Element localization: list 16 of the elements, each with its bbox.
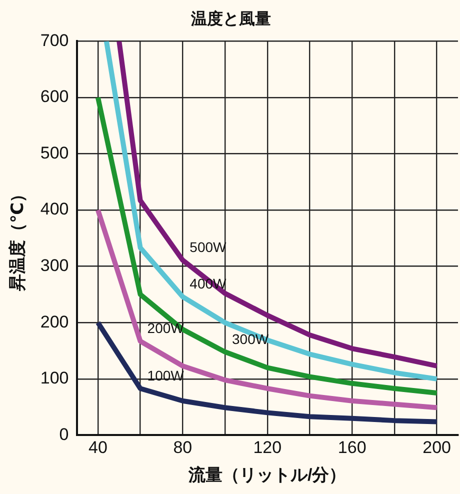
x-axis-title: 流量（リットル/分） (188, 465, 346, 484)
y-tick-label: 600 (40, 87, 69, 106)
y-tick-label: 500 (40, 143, 69, 162)
y-tick-label: 700 (40, 30, 69, 50)
x-tick-label: 120 (253, 438, 282, 458)
chart-title: 温度と風量 (190, 9, 271, 28)
y-tick-label: 200 (40, 312, 69, 332)
y-axis-title: 昇温度（℃） (8, 185, 27, 292)
y-tick-label: 300 (40, 256, 69, 276)
x-tick-label: 200 (422, 438, 452, 458)
x-tick-label: 160 (338, 438, 366, 458)
x-tick-label: 80 (173, 438, 192, 458)
y-tick-label: 400 (40, 200, 69, 219)
x-tick-label: 40 (88, 438, 108, 458)
y-tick-label: 0 (59, 424, 69, 444)
y-tick-label: 100 (40, 368, 69, 388)
